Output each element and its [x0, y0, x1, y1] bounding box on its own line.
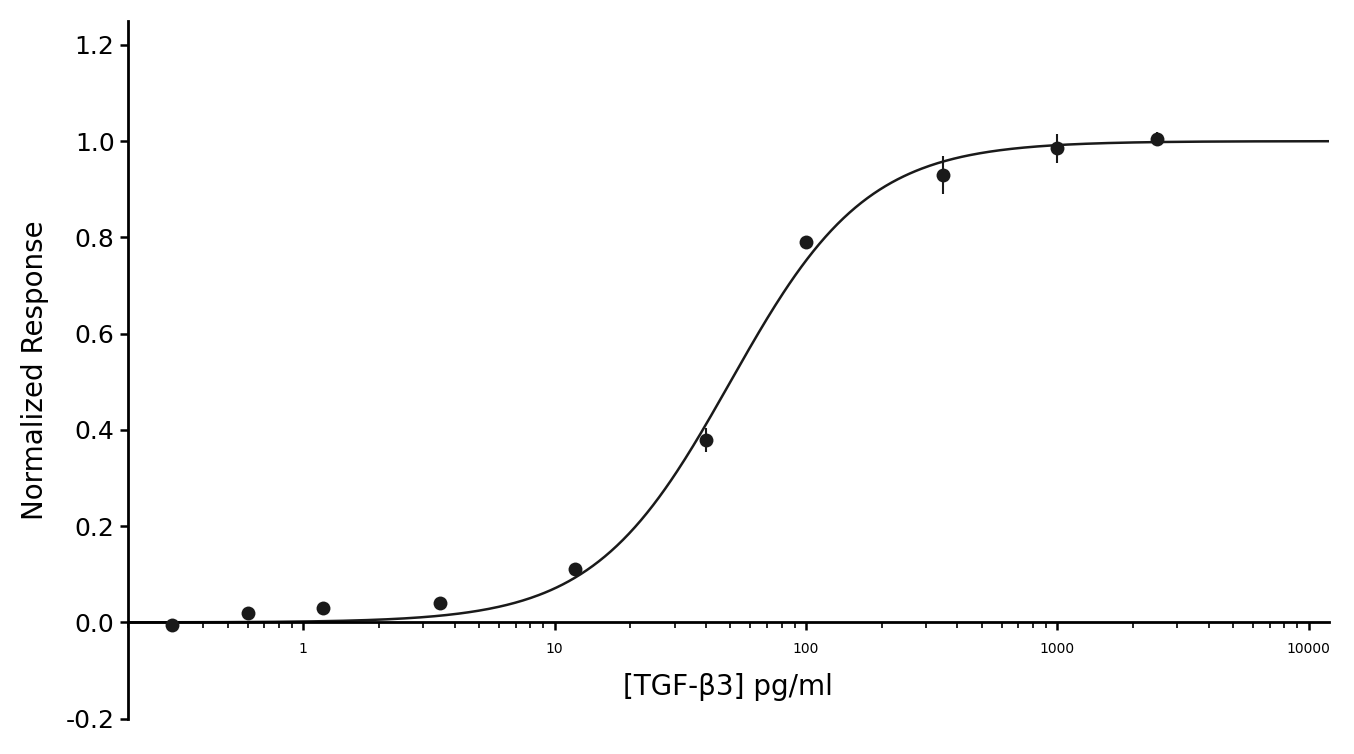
Y-axis label: Normalized Response: Normalized Response — [20, 220, 49, 520]
X-axis label: [TGF-β3] pg/ml: [TGF-β3] pg/ml — [623, 673, 833, 700]
